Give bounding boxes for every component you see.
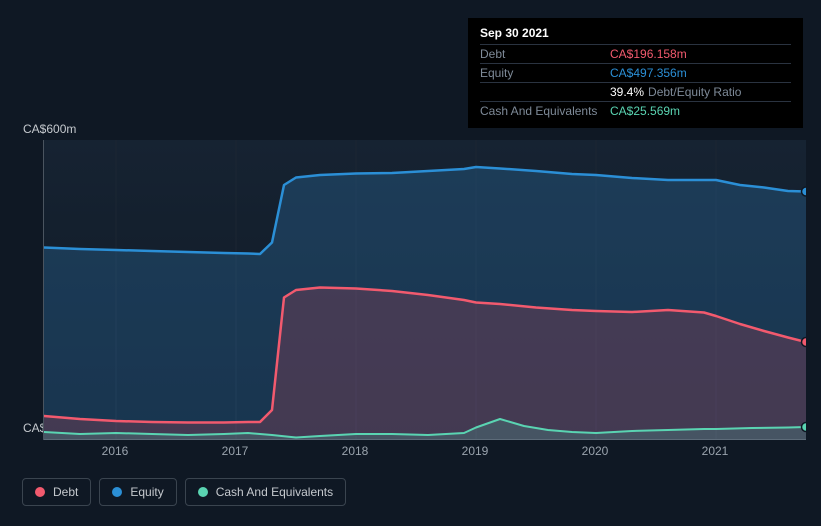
- tooltip-row-label: Equity: [480, 66, 610, 80]
- chart-svg: [44, 140, 806, 440]
- x-tick-label: 2019: [462, 444, 489, 458]
- tooltip-panel: Sep 30 2021 DebtCA$196.158mEquityCA$497.…: [468, 18, 803, 128]
- tooltip-row-extra: Debt/Equity Ratio: [648, 85, 741, 99]
- legend: Debt Equity Cash And Equivalents: [22, 478, 346, 506]
- tooltip-date: Sep 30 2021: [480, 26, 791, 40]
- legend-item[interactable]: Cash And Equivalents: [185, 478, 346, 506]
- tooltip-row-value: CA$196.158m: [610, 47, 687, 61]
- legend-label: Debt: [53, 485, 78, 499]
- tooltip-row-value: CA$497.356m: [610, 66, 687, 80]
- tooltip-row: 39.4% Debt/Equity Ratio: [480, 82, 791, 101]
- x-tick-label: 2017: [222, 444, 249, 458]
- tooltip-row-label: Cash And Equivalents: [480, 104, 610, 118]
- legend-label: Equity: [130, 485, 163, 499]
- tooltip-row: EquityCA$497.356m: [480, 63, 791, 82]
- tooltip-row-label: [480, 85, 610, 99]
- chart-plot-area[interactable]: [43, 140, 805, 440]
- y-axis-max-label: CA$600m: [23, 122, 76, 136]
- tooltip-row-value: CA$25.569m: [610, 104, 680, 118]
- x-tick-label: 2021: [702, 444, 729, 458]
- legend-label: Cash And Equivalents: [216, 485, 333, 499]
- legend-dot-icon: [35, 487, 45, 497]
- legend-dot-icon: [198, 487, 208, 497]
- x-tick-label: 2018: [342, 444, 369, 458]
- legend-item[interactable]: Debt: [22, 478, 91, 506]
- x-tick-label: 2020: [582, 444, 609, 458]
- x-tick-label: 2016: [102, 444, 129, 458]
- tooltip-row: Cash And EquivalentsCA$25.569m: [480, 101, 791, 120]
- legend-dot-icon: [112, 487, 122, 497]
- tooltip-row: DebtCA$196.158m: [480, 44, 791, 63]
- legend-item[interactable]: Equity: [99, 478, 176, 506]
- x-axis: 2016 2017 2018 2019 2020 2021: [43, 444, 805, 464]
- tooltip-row-value: 39.4%: [610, 85, 644, 99]
- tooltip-row-label: Debt: [480, 47, 610, 61]
